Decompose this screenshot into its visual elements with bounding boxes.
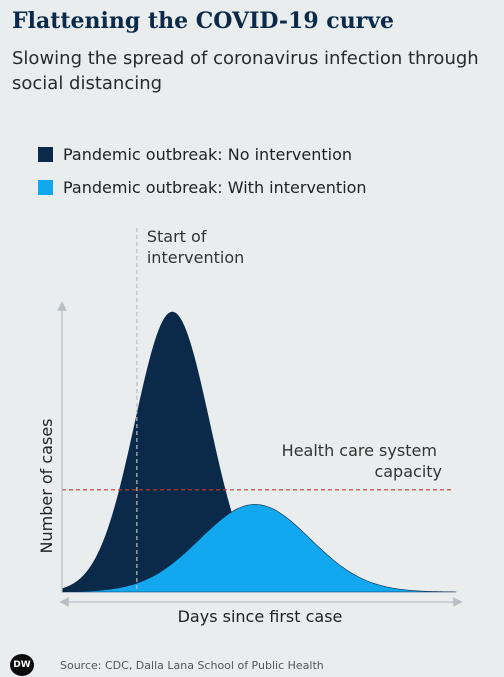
chart-title: Flattening the COVID-19 curve bbox=[12, 8, 395, 34]
legend-item-no-intervention: Pandemic outbreak: No intervention bbox=[38, 138, 367, 171]
source-note: Source: CDC, Dalla Lana School of Public… bbox=[60, 658, 324, 672]
intervention-label-line-1: Start of bbox=[147, 227, 207, 246]
intervention-label-line-2: intervention bbox=[147, 248, 244, 267]
y-axis-label: Number of cases bbox=[37, 419, 56, 554]
legend-label-with-intervention: Pandemic outbreak: With intervention bbox=[63, 178, 367, 197]
footer: DW Source: CDC, Dalla Lana School of Pub… bbox=[10, 654, 324, 676]
capacity-label: Health care system capacity bbox=[282, 441, 442, 481]
intervention-label: Start of intervention bbox=[147, 227, 244, 267]
chart-subtitle: Slowing the spread of coronavirus infect… bbox=[12, 48, 479, 94]
x-axis-label: Days since first case bbox=[178, 607, 343, 626]
dw-logo: DW bbox=[10, 654, 34, 676]
capacity-label-line-1: Health care system bbox=[282, 441, 437, 460]
capacity-label-line-2: capacity bbox=[374, 462, 442, 481]
chart-canvas: Start of intervention Health care system… bbox=[37, 227, 463, 626]
legend-item-with-intervention: Pandemic outbreak: With intervention bbox=[38, 171, 367, 204]
area-no-intervention bbox=[62, 311, 456, 592]
legend-swatch-with-intervention bbox=[38, 180, 53, 195]
area-with-intervention bbox=[61, 504, 457, 593]
legend-label-no-intervention: Pandemic outbreak: No intervention bbox=[63, 145, 352, 164]
legend: Pandemic outbreak: No intervention Pande… bbox=[38, 138, 367, 204]
legend-swatch-no-intervention bbox=[38, 147, 53, 162]
